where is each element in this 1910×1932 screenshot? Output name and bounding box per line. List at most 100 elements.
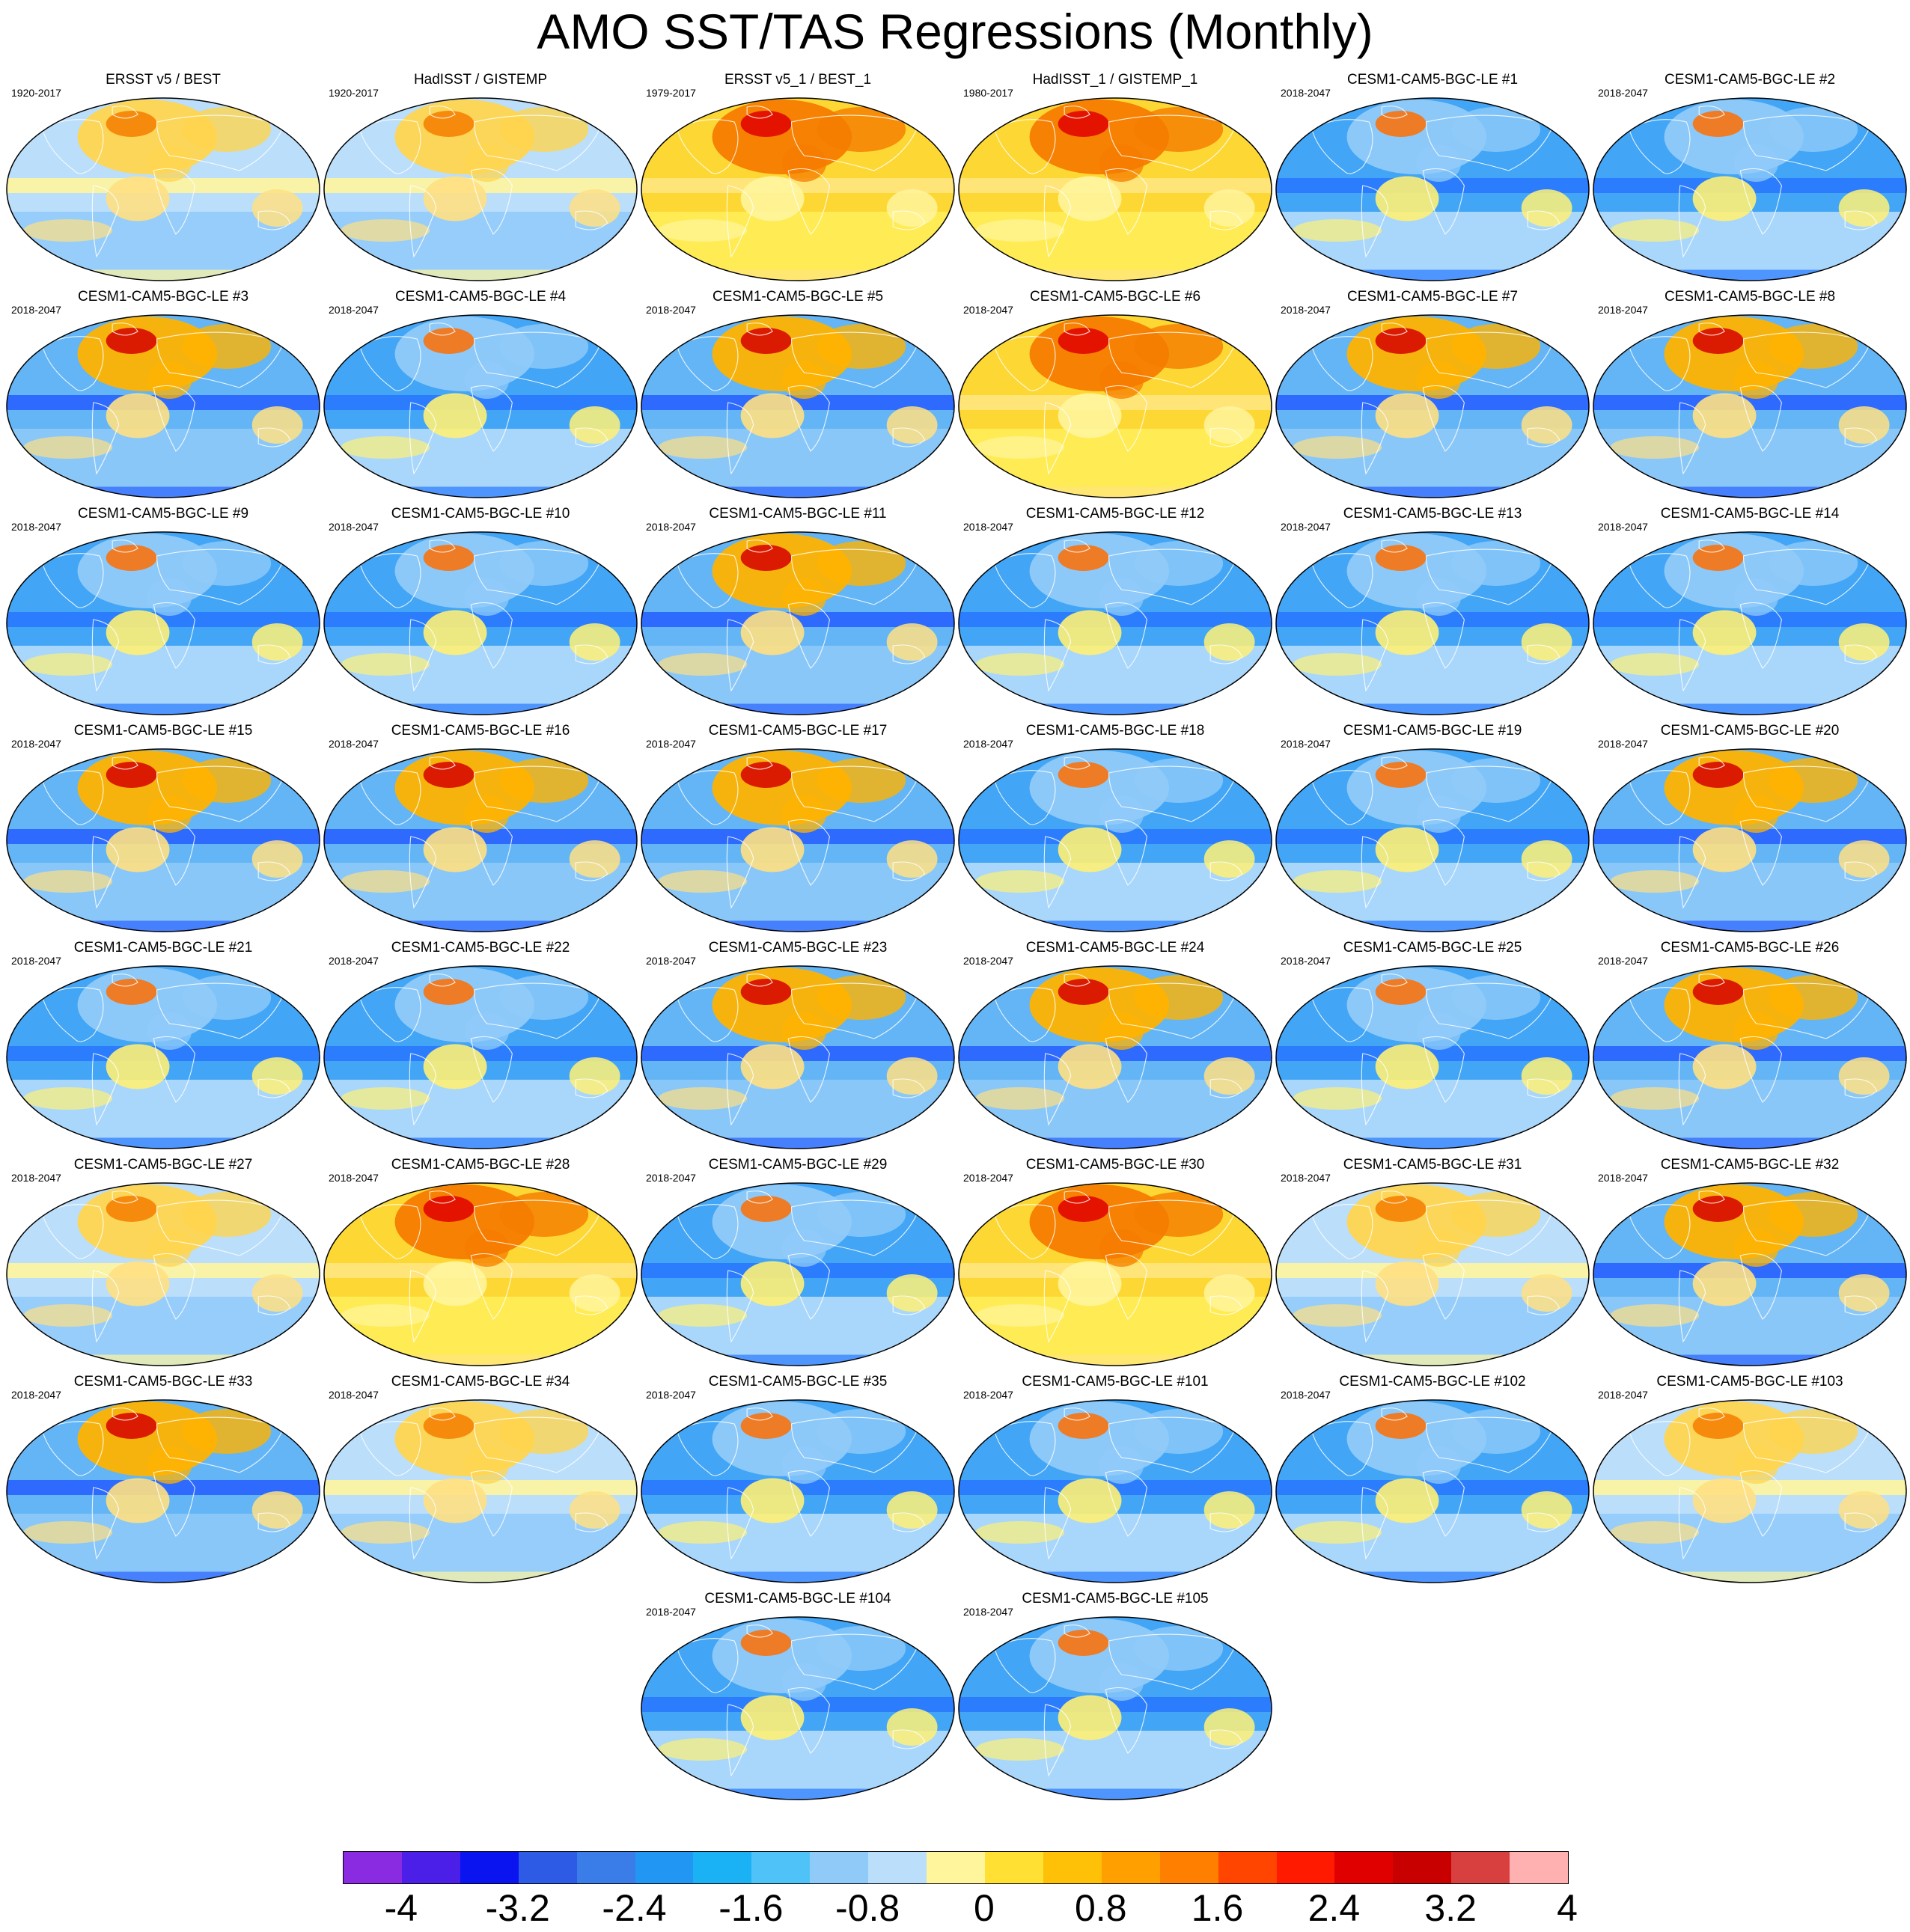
map-panel: CESM1-CAM5-BGC-LE #15 2018-2047 — [4, 723, 322, 932]
coastline — [1742, 982, 1871, 1039]
map-panel: CESM1-CAM5-BGC-LE #33 2018-2047 — [4, 1374, 322, 1583]
colorbar-tick-label: 0 — [974, 1887, 995, 1929]
coastline — [994, 770, 1056, 825]
coastline — [1425, 1199, 1554, 1256]
panel-title: CESM1-CAM5-BGC-LE #32 — [1660, 1157, 1840, 1173]
coastline — [1311, 770, 1373, 825]
map-outline — [1593, 1399, 1907, 1583]
coastline — [42, 1204, 104, 1259]
map-svg — [323, 531, 638, 715]
coastline — [575, 1295, 608, 1315]
coastline — [1527, 210, 1560, 230]
panel-title: CESM1-CAM5-BGC-LE #3 — [77, 289, 249, 305]
map-outline — [6, 1182, 320, 1366]
map-panel: CESM1-CAM5-BGC-LE #18 2018-2047 — [956, 723, 1274, 932]
map-svg — [1275, 314, 1590, 498]
coastline — [1105, 1687, 1147, 1754]
coastline — [1739, 1253, 1782, 1320]
coastline — [1422, 168, 1465, 235]
coastline — [1678, 1487, 1706, 1560]
map-field — [1276, 315, 1589, 498]
map-svg — [958, 965, 1272, 1149]
coastline — [1361, 619, 1389, 692]
map-outline — [958, 1399, 1272, 1583]
colorbar-tick-label: -1.6 — [718, 1887, 784, 1929]
map-svg — [1275, 965, 1590, 1149]
coastline — [156, 1416, 284, 1473]
map-outline — [1593, 531, 1907, 715]
coastline — [1108, 331, 1236, 388]
map-panel: CESM1-CAM5-BGC-LE #101 2018-2047 — [956, 1374, 1274, 1583]
coastline — [787, 819, 830, 886]
coastline — [1043, 402, 1072, 475]
panel-title: CESM1-CAM5-BGC-LE #5 — [712, 289, 884, 305]
coastline — [1381, 1190, 1408, 1204]
map-panel: CESM1-CAM5-BGC-LE #30 2018-2047 — [956, 1157, 1274, 1366]
coastline — [575, 427, 608, 447]
panel-title: CESM1-CAM5-BGC-LE #31 — [1343, 1157, 1522, 1173]
panel-title: CESM1-CAM5-BGC-LE #26 — [1660, 940, 1840, 956]
coastline — [1422, 385, 1465, 452]
map-field — [641, 532, 954, 715]
coastline — [1209, 1729, 1243, 1749]
panel-title: CESM1-CAM5-BGC-LE #25 — [1343, 940, 1522, 956]
coastline — [787, 1470, 830, 1537]
coastline — [1108, 1199, 1236, 1256]
map-svg — [323, 965, 638, 1149]
colorbar-tick-label: 4 — [1557, 1887, 1578, 1929]
coastline — [429, 106, 456, 119]
coastline — [1209, 1078, 1243, 1098]
coastline — [1698, 1407, 1725, 1421]
coastline — [1361, 836, 1389, 909]
coastline — [257, 210, 291, 230]
map-field — [959, 315, 1272, 498]
coastline — [1361, 185, 1389, 258]
map-field — [1593, 98, 1906, 281]
panel-title: CESM1-CAM5-BGC-LE #33 — [73, 1374, 253, 1390]
map-svg — [323, 1182, 638, 1366]
coastline — [409, 836, 437, 909]
coastline — [156, 114, 284, 171]
panel-years: 2018-2047 — [329, 1389, 379, 1401]
coastline — [1739, 168, 1782, 235]
map-panel: CESM1-CAM5-BGC-LE #34 2018-2047 — [322, 1374, 639, 1583]
coastline — [1629, 987, 1691, 1042]
coastline — [473, 982, 602, 1039]
coastline — [1678, 1053, 1706, 1126]
coastline — [1064, 1624, 1090, 1638]
map-panel: CESM1-CAM5-BGC-LE #32 2018-2047 — [1591, 1157, 1909, 1366]
coastline — [91, 1053, 120, 1126]
panel-title: CESM1-CAM5-BGC-LE #14 — [1660, 506, 1840, 522]
coastline — [1381, 1407, 1408, 1421]
map-svg — [6, 965, 320, 1149]
coastline — [1742, 1199, 1871, 1256]
coastline — [1064, 973, 1090, 987]
coastline — [429, 322, 456, 336]
panel-title: CESM1-CAM5-BGC-LE #20 — [1660, 723, 1840, 739]
coastline — [787, 1036, 830, 1103]
coastline — [575, 1512, 608, 1532]
map-panel: CESM1-CAM5-BGC-LE #8 2018-2047 — [1591, 289, 1909, 498]
coastline — [1381, 756, 1408, 770]
colorbar-swatch — [1451, 1852, 1510, 1883]
map-field — [324, 1183, 637, 1366]
panel-years: 2018-2047 — [963, 738, 1013, 750]
map-outline — [641, 531, 955, 715]
map-panel: HadISST_1 / GISTEMP_1 1980-2017 — [956, 72, 1274, 281]
coastline — [677, 987, 739, 1042]
coastline — [1105, 385, 1147, 452]
coastline — [1629, 553, 1691, 608]
map-outline — [1275, 1182, 1590, 1366]
colorbar-swatch — [401, 1852, 460, 1883]
coastline — [1108, 982, 1236, 1039]
map-outline — [323, 1182, 638, 1366]
coastline — [470, 819, 513, 886]
map-field — [1276, 749, 1589, 932]
coastline — [746, 756, 773, 770]
map-svg — [6, 748, 320, 932]
panel-title: CESM1-CAM5-BGC-LE #13 — [1343, 506, 1522, 522]
map-outline — [1275, 965, 1590, 1149]
coastline — [91, 619, 120, 692]
coastline — [112, 1190, 138, 1204]
map-svg — [1593, 1182, 1907, 1366]
